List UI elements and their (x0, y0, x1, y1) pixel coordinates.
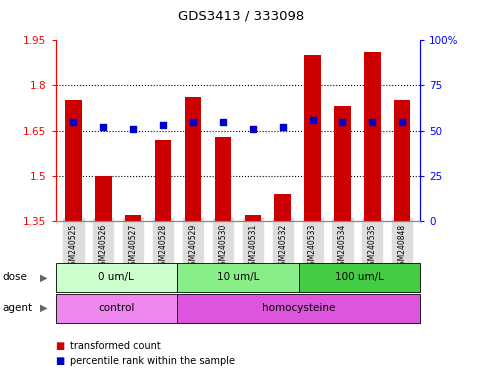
Point (70, 118, 77, 124)
Point (129, 126, 137, 132)
Text: percentile rank within the sample: percentile rank within the sample (70, 356, 235, 366)
Text: ■: ■ (56, 356, 65, 366)
Text: 100 um/L: 100 um/L (335, 272, 384, 283)
Bar (274, 194, 291, 221)
Bar (177, 263, 298, 292)
Bar (56, 294, 177, 323)
Bar (177, 294, 420, 323)
Bar (364, 52, 381, 221)
Bar (298, 263, 420, 292)
Point (279, 124, 286, 130)
Bar (155, 140, 171, 221)
Bar (334, 106, 351, 221)
Text: 0 um/L: 0 um/L (99, 272, 134, 283)
Bar (56, 263, 177, 292)
Bar (394, 101, 411, 221)
Point (219, 118, 227, 124)
Point (99, 124, 107, 130)
Point (189, 118, 197, 124)
Text: agent: agent (2, 303, 32, 313)
Text: ▶: ▶ (40, 272, 47, 283)
Bar (185, 98, 201, 221)
Text: dose: dose (2, 272, 28, 283)
Point (398, 118, 406, 124)
Text: ■: ■ (56, 341, 65, 351)
Bar (304, 55, 321, 221)
Text: control: control (98, 303, 134, 313)
Text: GDS3413 / 333098: GDS3413 / 333098 (178, 10, 305, 23)
Bar (95, 176, 112, 221)
Point (309, 117, 316, 123)
Point (249, 126, 256, 132)
Text: homocysteine: homocysteine (262, 303, 335, 313)
Text: transformed count: transformed count (70, 341, 161, 351)
Bar (65, 101, 82, 221)
Bar (215, 137, 231, 221)
Bar (125, 215, 142, 221)
Bar (244, 215, 261, 221)
Point (159, 122, 167, 128)
Point (339, 118, 346, 124)
Text: ▶: ▶ (40, 303, 47, 313)
Text: 10 um/L: 10 um/L (217, 272, 259, 283)
Point (369, 118, 376, 124)
